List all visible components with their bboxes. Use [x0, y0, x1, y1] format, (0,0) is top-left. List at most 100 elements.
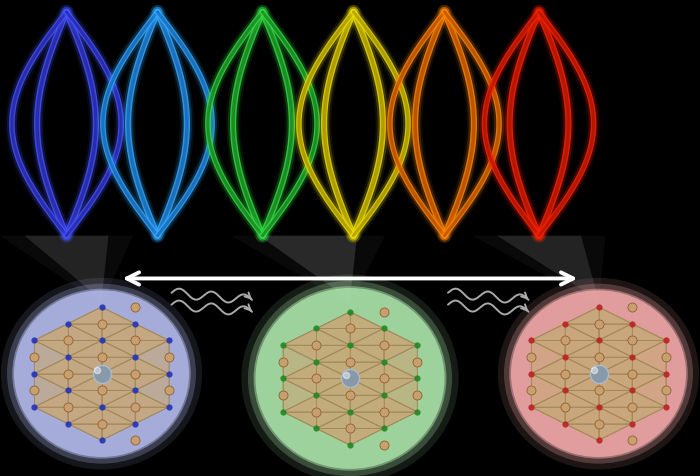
- Polygon shape: [25, 236, 108, 300]
- Polygon shape: [350, 412, 417, 428]
- Polygon shape: [598, 357, 632, 390]
- Polygon shape: [34, 390, 68, 424]
- Polygon shape: [350, 378, 417, 395]
- Polygon shape: [102, 390, 169, 407]
- Polygon shape: [316, 328, 384, 345]
- Polygon shape: [259, 236, 357, 300]
- Ellipse shape: [256, 288, 444, 469]
- Polygon shape: [316, 345, 350, 378]
- Polygon shape: [350, 345, 417, 362]
- Polygon shape: [68, 407, 102, 440]
- Polygon shape: [102, 340, 135, 374]
- Polygon shape: [632, 340, 666, 374]
- Ellipse shape: [241, 274, 458, 476]
- Polygon shape: [350, 328, 417, 345]
- Polygon shape: [598, 357, 666, 374]
- Polygon shape: [34, 357, 102, 374]
- Polygon shape: [473, 236, 606, 305]
- Polygon shape: [350, 362, 384, 395]
- Polygon shape: [350, 395, 417, 412]
- Ellipse shape: [498, 278, 699, 469]
- Polygon shape: [384, 378, 417, 412]
- Polygon shape: [384, 328, 417, 362]
- Polygon shape: [316, 362, 384, 378]
- Polygon shape: [68, 324, 135, 340]
- Polygon shape: [565, 324, 598, 357]
- Polygon shape: [283, 395, 316, 428]
- Polygon shape: [68, 357, 102, 390]
- Polygon shape: [283, 345, 316, 378]
- Polygon shape: [598, 390, 666, 407]
- Polygon shape: [565, 424, 632, 440]
- Polygon shape: [283, 395, 350, 412]
- Polygon shape: [68, 424, 135, 440]
- Polygon shape: [135, 340, 169, 374]
- Polygon shape: [598, 324, 666, 340]
- Polygon shape: [316, 345, 384, 362]
- Polygon shape: [34, 357, 68, 390]
- Polygon shape: [68, 340, 102, 374]
- Polygon shape: [34, 374, 102, 390]
- Polygon shape: [316, 395, 384, 412]
- Polygon shape: [316, 412, 350, 445]
- Ellipse shape: [253, 286, 447, 471]
- Polygon shape: [102, 357, 169, 374]
- Polygon shape: [632, 324, 666, 357]
- Polygon shape: [283, 378, 350, 395]
- Polygon shape: [68, 357, 135, 374]
- Polygon shape: [316, 362, 350, 395]
- Polygon shape: [598, 340, 666, 357]
- Polygon shape: [316, 312, 384, 328]
- Polygon shape: [68, 390, 102, 424]
- Polygon shape: [598, 407, 666, 424]
- Polygon shape: [283, 412, 350, 428]
- Polygon shape: [135, 374, 169, 407]
- Polygon shape: [68, 324, 102, 357]
- Polygon shape: [350, 345, 384, 378]
- Polygon shape: [316, 395, 350, 428]
- Polygon shape: [531, 374, 565, 407]
- Polygon shape: [565, 307, 632, 324]
- Polygon shape: [68, 307, 102, 340]
- Polygon shape: [34, 324, 102, 340]
- Polygon shape: [102, 340, 169, 357]
- Ellipse shape: [511, 290, 686, 457]
- Polygon shape: [565, 374, 598, 407]
- Polygon shape: [0, 236, 133, 305]
- Polygon shape: [531, 340, 565, 374]
- Polygon shape: [135, 390, 169, 424]
- Polygon shape: [565, 407, 632, 424]
- Polygon shape: [68, 407, 135, 424]
- Ellipse shape: [13, 288, 190, 459]
- Polygon shape: [598, 374, 632, 407]
- Polygon shape: [531, 390, 565, 424]
- Polygon shape: [531, 357, 598, 374]
- Polygon shape: [565, 407, 598, 440]
- Polygon shape: [384, 395, 417, 428]
- Polygon shape: [565, 340, 598, 374]
- Polygon shape: [565, 390, 632, 407]
- Polygon shape: [565, 324, 632, 340]
- Polygon shape: [497, 236, 598, 300]
- Polygon shape: [135, 324, 169, 357]
- Polygon shape: [102, 357, 135, 390]
- Polygon shape: [350, 328, 384, 362]
- Polygon shape: [102, 390, 135, 424]
- Polygon shape: [102, 374, 169, 390]
- Polygon shape: [350, 378, 384, 412]
- Polygon shape: [316, 312, 350, 345]
- Polygon shape: [531, 407, 598, 424]
- Polygon shape: [565, 357, 632, 374]
- Polygon shape: [531, 390, 598, 407]
- Polygon shape: [316, 328, 350, 362]
- Polygon shape: [531, 374, 598, 390]
- Polygon shape: [632, 357, 666, 390]
- Polygon shape: [34, 324, 68, 357]
- Polygon shape: [531, 324, 598, 340]
- Polygon shape: [68, 340, 135, 357]
- Polygon shape: [598, 407, 632, 440]
- Polygon shape: [283, 345, 350, 362]
- Ellipse shape: [1, 278, 202, 469]
- Ellipse shape: [248, 281, 452, 476]
- Polygon shape: [283, 362, 316, 395]
